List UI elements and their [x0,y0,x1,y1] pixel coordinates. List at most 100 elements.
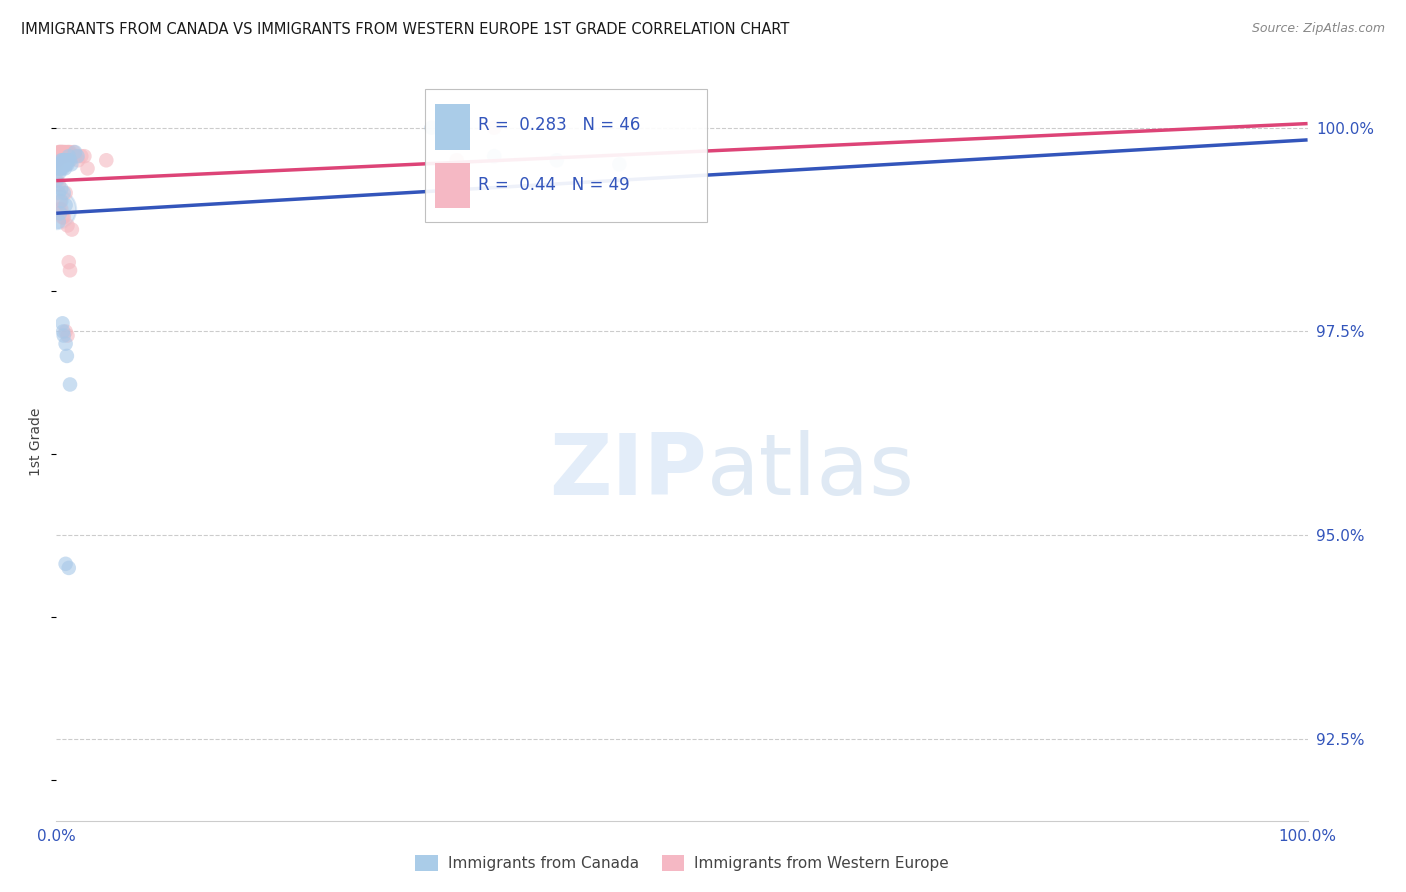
Point [59,377,82,392]
Point [55,325,77,339]
Text: R =  0.44   N = 49: R = 0.44 N = 49 [478,177,630,194]
Point [48,149,70,163]
FancyBboxPatch shape [436,162,471,208]
Point [48,214,70,228]
Point [46,174,69,188]
Point [51,182,73,196]
Point [59,263,82,277]
Point [67,153,90,168]
Point [60,222,83,236]
Point [52,149,75,163]
Point [420,120,443,135]
Point [55,145,77,160]
Point [56,157,79,171]
Point [55,157,77,171]
Point [60,149,83,163]
Point [51,202,73,217]
Point [48,202,70,217]
Text: IMMIGRANTS FROM CANADA VS IMMIGRANTS FROM WESTERN EUROPE 1ST GRADE CORRELATION C: IMMIGRANTS FROM CANADA VS IMMIGRANTS FRO… [21,22,789,37]
Point [55,557,77,571]
Point [51,153,73,168]
Point [56,328,79,343]
Point [63,149,86,163]
Point [46,149,69,163]
Point [56,219,79,233]
Point [51,316,73,330]
Point [51,149,73,163]
Point [55,336,77,351]
Point [45,202,67,217]
Point [49,161,72,176]
Point [96,153,118,168]
Point [49,149,72,163]
Point [51,194,73,208]
Point [60,157,83,171]
FancyBboxPatch shape [436,104,471,150]
Point [52,157,75,171]
Text: R =  0.283   N = 46: R = 0.283 N = 46 [478,116,640,135]
Point [52,153,75,168]
Point [51,145,73,160]
Point [46,157,69,171]
Legend: Immigrants from Canada, Immigrants from Western Europe: Immigrants from Canada, Immigrants from … [409,849,955,878]
Point [49,157,72,171]
Point [48,186,70,200]
Point [49,206,72,220]
Point [59,153,82,168]
Point [49,145,72,160]
Point [58,561,80,575]
Point [62,145,84,160]
FancyBboxPatch shape [426,89,707,221]
Point [59,145,82,160]
Point [46,153,69,168]
Point [55,149,77,163]
Point [45,174,67,188]
Point [53,145,76,160]
Text: ZIP: ZIP [550,430,707,514]
Point [49,194,72,208]
Point [48,178,70,192]
Point [46,149,69,163]
Point [53,157,76,171]
Text: Source: ZipAtlas.com: Source: ZipAtlas.com [1251,22,1385,36]
Point [53,153,76,168]
Point [55,198,77,212]
Point [70,149,93,163]
Point [55,186,77,200]
Point [76,161,98,176]
Text: atlas: atlas [707,430,915,514]
Point [58,145,80,160]
Point [73,149,96,163]
Point [56,145,79,160]
Point [66,149,89,163]
Point [56,349,79,363]
Point [52,328,75,343]
Point [51,157,73,171]
Point [52,325,75,339]
Point [58,255,80,269]
Point [52,186,75,200]
Point [45,157,67,171]
Point [49,149,72,163]
Point [51,153,73,168]
Point [45,153,67,168]
Point [484,149,506,163]
Point [48,157,70,171]
Point [52,211,75,225]
Point [446,153,468,168]
Point [49,145,72,160]
Point [53,161,76,176]
Point [55,153,77,168]
Point [63,145,86,160]
Point [609,157,631,171]
Point [51,145,73,160]
Point [56,153,79,168]
Point [51,161,73,176]
Y-axis label: 1st Grade: 1st Grade [30,408,44,475]
Point [48,145,70,160]
Point [51,211,73,225]
Point [48,165,70,179]
Point [484,120,506,135]
Point [48,145,70,160]
Point [56,153,79,168]
